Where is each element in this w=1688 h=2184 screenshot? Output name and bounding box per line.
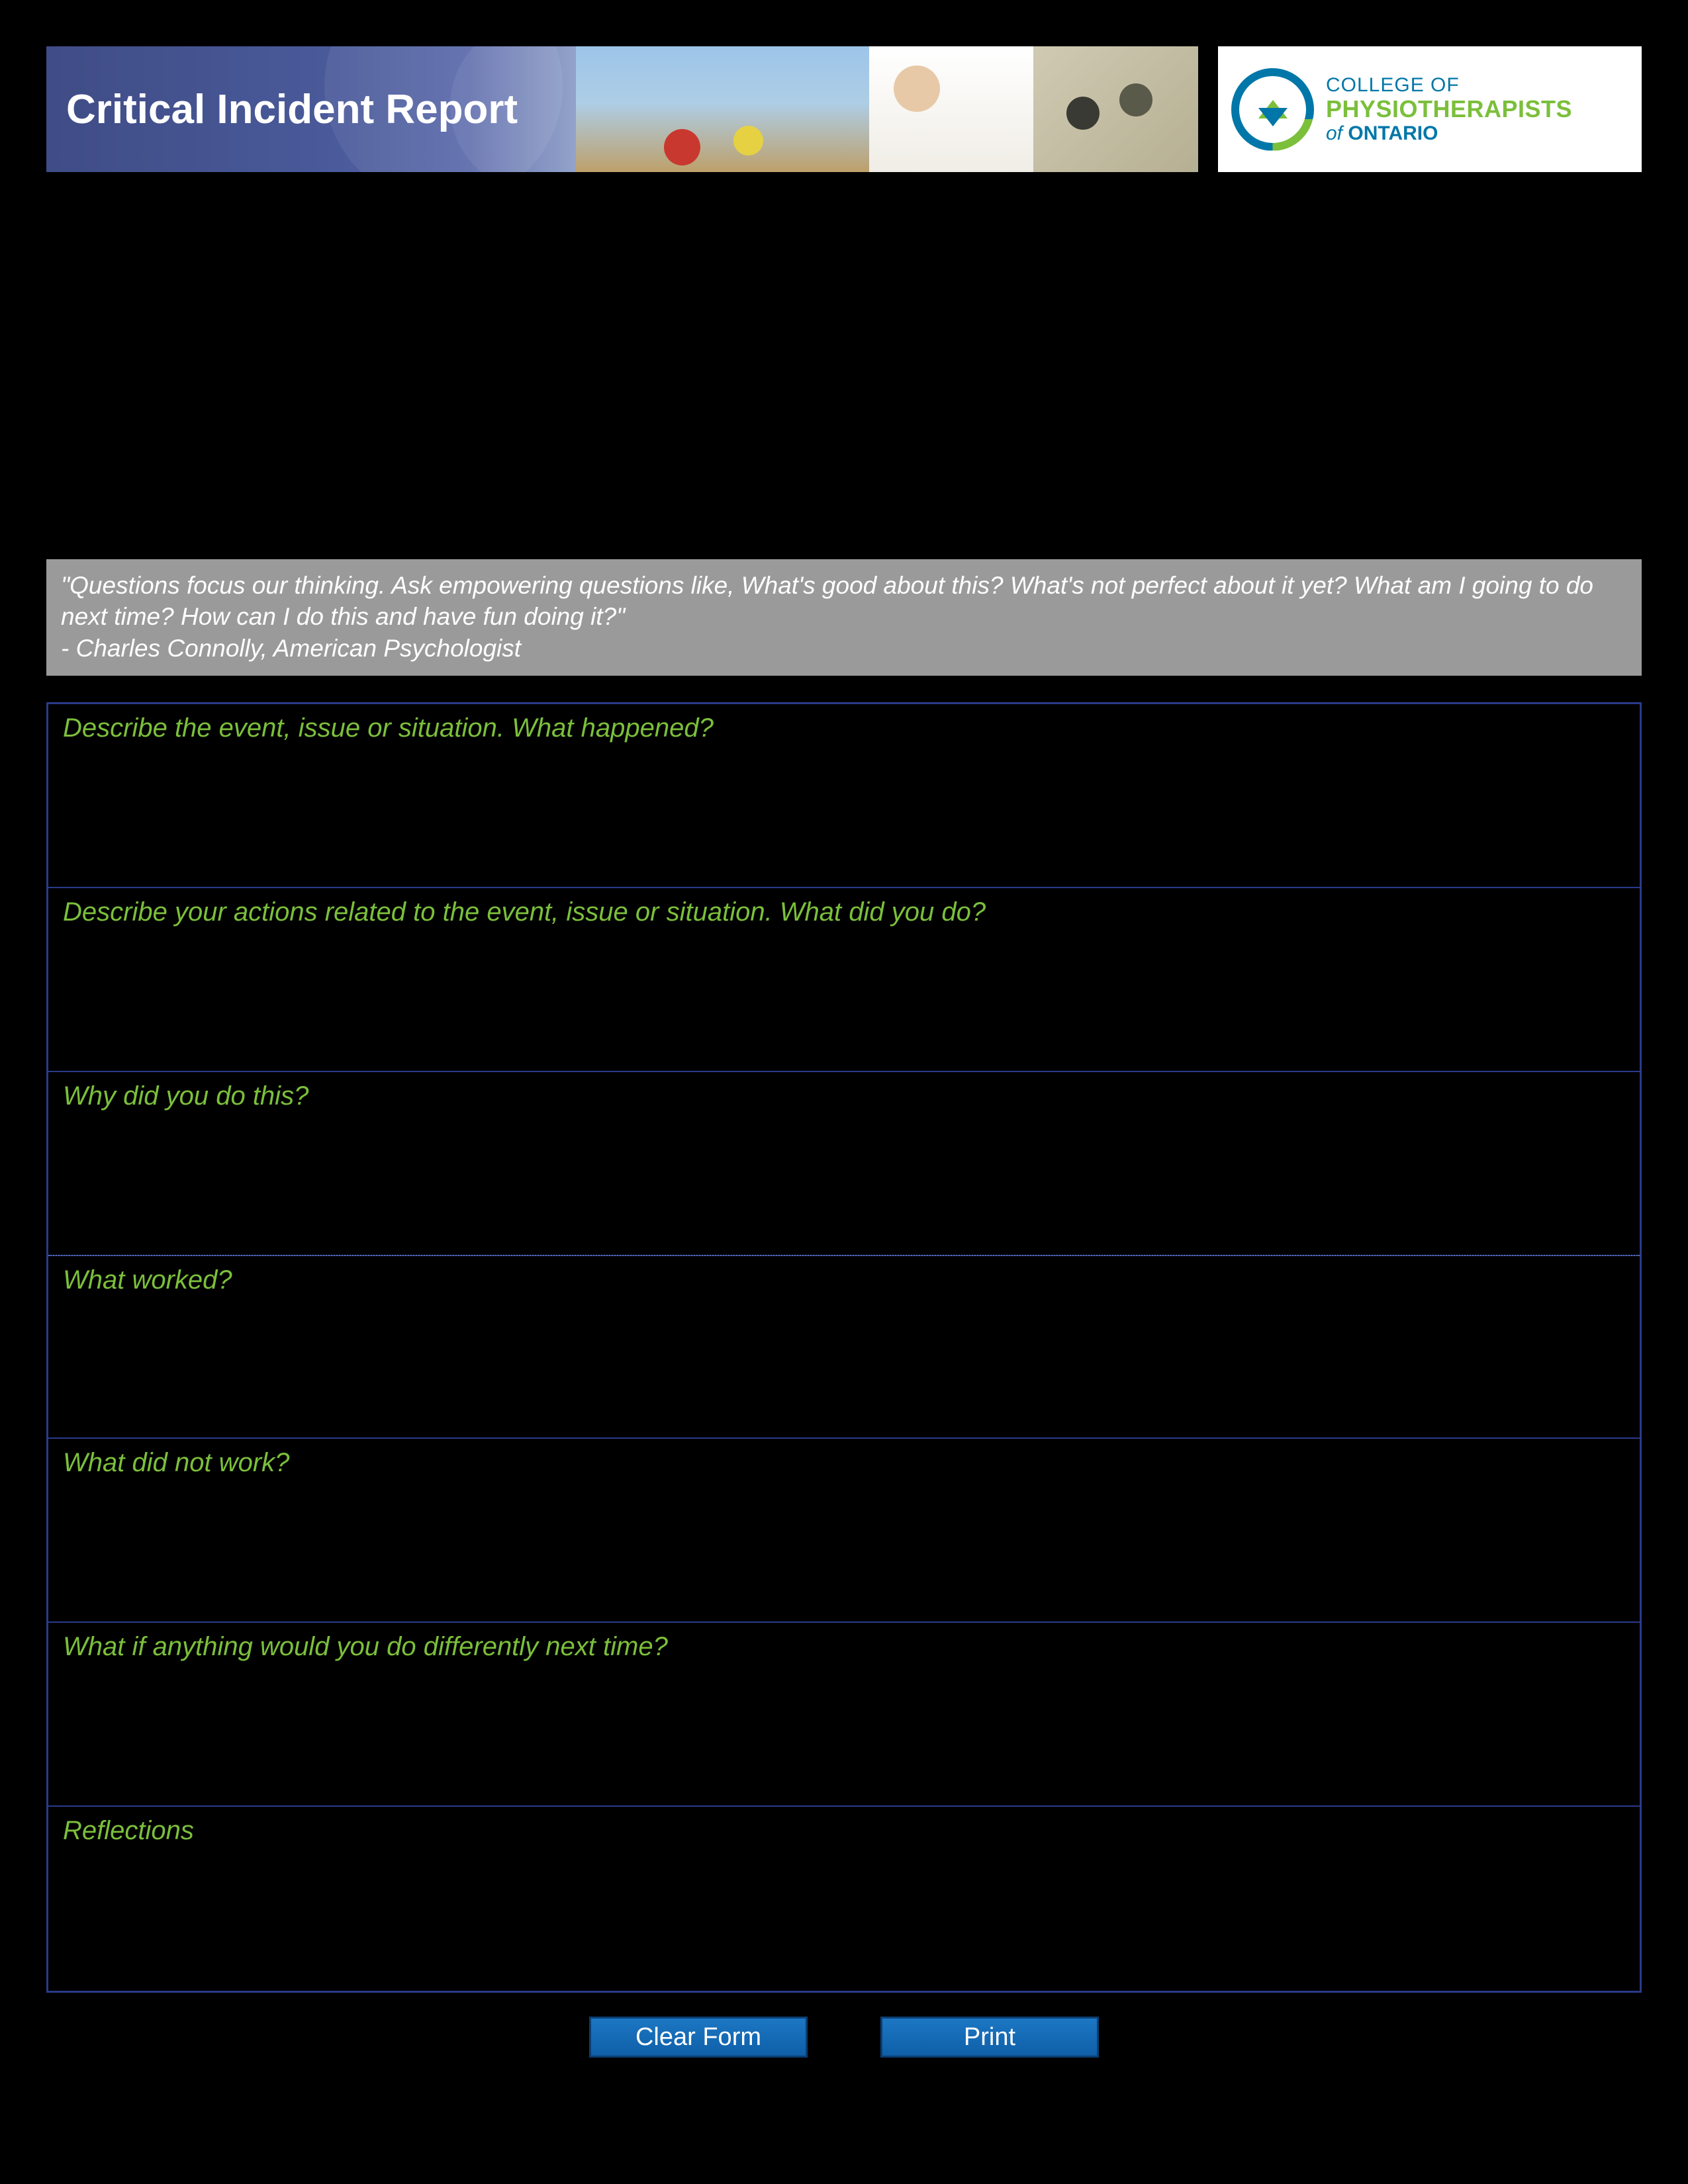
incident-form: Describe the event, issue or situation. …: [46, 702, 1642, 1993]
banner-image-therapy: [869, 46, 1034, 172]
section-label: What worked?: [63, 1265, 1625, 1295]
clear-form-button[interactable]: Clear Form: [589, 2017, 808, 2058]
section-label: Describe the event, issue or situation. …: [63, 713, 1625, 743]
page: Critical Incident Report COLLEGE OF PHYS…: [0, 0, 1688, 2184]
section-label: What did not work?: [63, 1448, 1625, 1478]
section-what-worked[interactable]: What worked?: [48, 1255, 1640, 1439]
header: Critical Incident Report COLLEGE OF PHYS…: [46, 46, 1642, 172]
intro-spacer: [46, 172, 1642, 559]
quote-text: "Questions focus our thinking. Ask empow…: [61, 570, 1627, 633]
logo-line3: of ONTARIO: [1326, 122, 1572, 144]
logo-line1: COLLEGE OF: [1326, 74, 1572, 96]
section-event[interactable]: Describe the event, issue or situation. …: [48, 704, 1640, 888]
section-not-work[interactable]: What did not work?: [48, 1439, 1640, 1623]
section-actions[interactable]: Describe your actions related to the eve…: [48, 888, 1640, 1072]
logo-line2: PHYSIOTHERAPISTS: [1326, 96, 1572, 122]
logo-text: COLLEGE OF PHYSIOTHERAPISTS of ONTARIO: [1326, 74, 1572, 144]
banner-image-cyclists: [576, 46, 868, 172]
logo: COLLEGE OF PHYSIOTHERAPISTS of ONTARIO: [1218, 46, 1642, 172]
print-button[interactable]: Print: [880, 2017, 1099, 2058]
page-title: Critical Incident Report: [66, 86, 518, 133]
section-why[interactable]: Why did you do this?: [48, 1072, 1640, 1256]
banner: Critical Incident Report: [46, 46, 1198, 172]
quote-box: "Questions focus our thinking. Ask empow…: [46, 559, 1642, 676]
section-reflections[interactable]: Reflections: [48, 1807, 1640, 1991]
section-label: Reflections: [63, 1816, 1625, 1846]
banner-image-exercise: [1033, 46, 1198, 172]
section-label: Describe your actions related to the eve…: [63, 897, 1625, 927]
section-differently[interactable]: What if anything would you do differentl…: [48, 1623, 1640, 1807]
section-label: Why did you do this?: [63, 1081, 1625, 1111]
banner-title-region: Critical Incident Report: [46, 46, 576, 172]
quote-attribution: - Charles Connolly, American Psychologis…: [61, 633, 1627, 664]
banner-images: [576, 46, 1198, 172]
button-row: Clear Form Print: [46, 2017, 1642, 2058]
logo-icon: [1231, 68, 1314, 151]
section-label: What if anything would you do differentl…: [63, 1632, 1625, 1662]
